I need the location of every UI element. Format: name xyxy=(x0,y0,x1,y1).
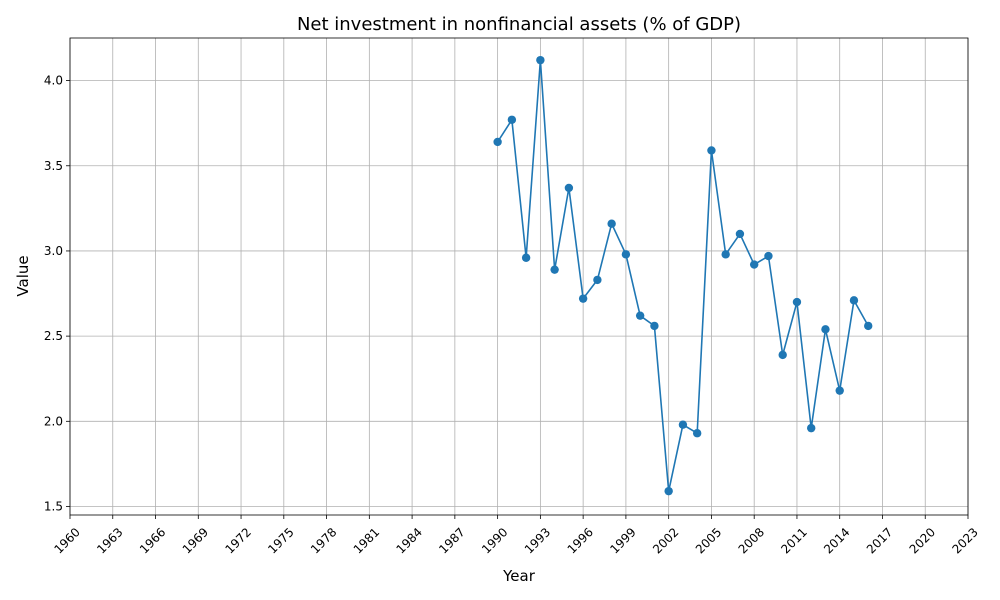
data-point xyxy=(536,55,545,65)
data-point xyxy=(849,296,859,305)
data-point xyxy=(821,325,830,334)
data-point xyxy=(721,250,730,259)
x-tick-label: 2002 xyxy=(650,525,681,556)
x-tick-label: 2014 xyxy=(821,525,852,556)
data-point xyxy=(807,423,816,433)
data-point xyxy=(864,321,873,331)
x-tick-label: 1999 xyxy=(607,525,638,556)
y-axis: 1.5 2.0 2.5 3.0 3.5 4.0 xyxy=(44,74,70,513)
x-tick-label: 1990 xyxy=(479,525,510,556)
data-point xyxy=(593,275,602,285)
data-point xyxy=(764,251,773,261)
x-axis-title: Year xyxy=(502,567,536,585)
data-point xyxy=(521,253,531,262)
series-layer xyxy=(493,55,873,496)
x-tick-label: 1972 xyxy=(222,525,253,556)
data-point xyxy=(749,260,759,269)
data-point xyxy=(564,183,574,193)
x-tick-label: 2005 xyxy=(693,525,724,556)
x-tick-label: 1975 xyxy=(265,525,296,556)
x-tick-label: 1969 xyxy=(180,525,211,556)
x-axis: 1960 1963 1966 1969 1972 1975 1978 1981 1984 1987… xyxy=(51,515,981,557)
data-point xyxy=(792,297,802,307)
data-point xyxy=(578,294,588,303)
x-tick-label: 1981 xyxy=(351,525,382,556)
y-tick-label: 2.5 xyxy=(44,329,63,343)
data-point xyxy=(621,250,631,259)
x-tick-label: 2017 xyxy=(864,525,895,556)
data-point xyxy=(678,420,688,429)
x-tick-label: 2023 xyxy=(949,525,980,556)
data-point xyxy=(635,311,645,320)
data-point xyxy=(692,429,702,438)
data-point xyxy=(707,146,716,155)
data-point xyxy=(507,115,517,124)
chart-title: Net investment in nonfinancial assets (%… xyxy=(297,14,741,35)
data-point xyxy=(735,229,745,239)
data-point xyxy=(550,265,559,274)
x-tick-label: 1987 xyxy=(436,525,467,556)
y-tick-label: 4.0 xyxy=(44,74,63,88)
x-tick-label: 1996 xyxy=(565,525,596,556)
x-tick-label: 1993 xyxy=(522,525,553,556)
plot-frame xyxy=(69,37,969,516)
data-point xyxy=(493,137,502,147)
y-tick-label: 3.0 xyxy=(44,244,63,258)
grid-lines xyxy=(69,38,969,515)
x-tick-label: 2008 xyxy=(736,525,767,556)
y-tick-label: 3.5 xyxy=(44,159,63,173)
y-tick-label: 2.0 xyxy=(44,414,63,428)
data-point xyxy=(835,386,844,395)
x-tick-label: 2020 xyxy=(907,525,938,556)
data-point xyxy=(664,486,673,496)
data-point xyxy=(650,321,659,331)
x-tick-label: 2011 xyxy=(778,525,809,556)
x-tick-label: 1960 xyxy=(51,525,82,556)
y-axis-title: Value xyxy=(14,255,32,296)
x-tick-label: 1966 xyxy=(137,525,168,556)
data-point xyxy=(607,219,616,228)
x-tick-label: 1984 xyxy=(394,525,425,556)
x-tick-label: 1978 xyxy=(308,525,339,556)
data-point xyxy=(778,350,787,360)
y-tick-label: 1.5 xyxy=(44,499,63,513)
x-tick-label: 1963 xyxy=(94,525,125,556)
